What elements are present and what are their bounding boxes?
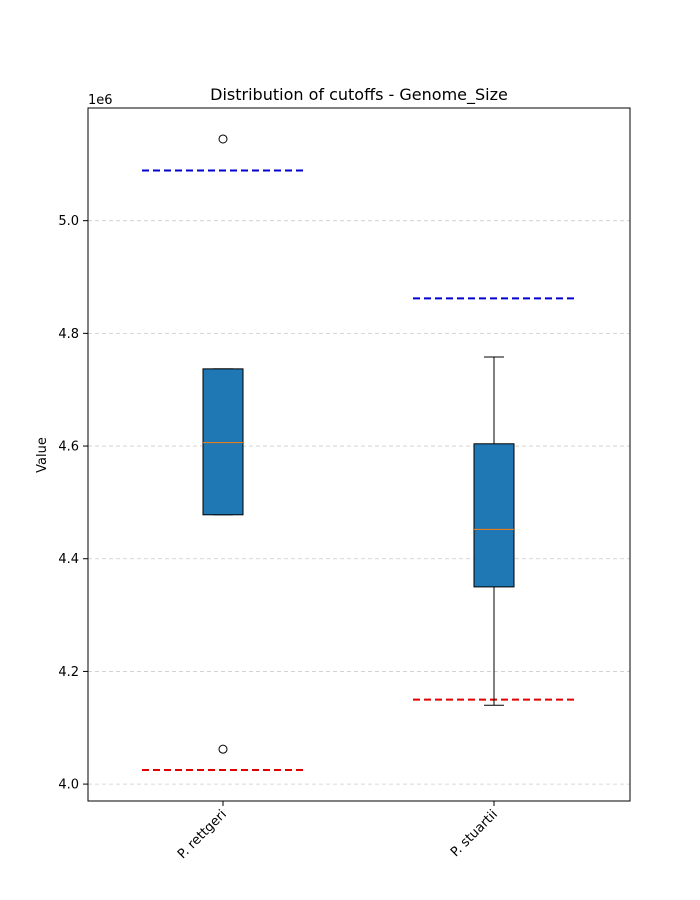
outlier-point	[218, 134, 228, 144]
y-axis-label: Value	[35, 437, 50, 473]
y-tick-label: 4.6	[58, 440, 79, 455]
x-tick-label: P. stuartii	[448, 807, 501, 860]
plot-frame	[87, 107, 631, 802]
box-group	[473, 356, 515, 706]
y-tick-label: 4.8	[58, 327, 79, 342]
boxes	[202, 134, 515, 754]
y-tick-label: 5.0	[58, 214, 79, 229]
y-offset-text: 1e6	[88, 93, 113, 108]
y-tick-label: 4.4	[58, 552, 79, 567]
grid-lines	[88, 220, 630, 785]
box-iqr	[473, 443, 515, 588]
outlier-point	[218, 744, 228, 754]
y-tick-label: 4.0	[58, 778, 79, 793]
box-iqr	[202, 368, 244, 516]
axis-ticks: 4.0 4.2 4.4 4.6 4.8 5.0 P. rettgeri P. stuartii	[58, 214, 501, 862]
box-group	[202, 134, 244, 754]
chart-title: Distribution of cutoffs - Genome_Size	[210, 85, 508, 105]
y-tick-label: 4.2	[58, 665, 79, 680]
x-tick-label: P. rettgeri	[175, 807, 230, 862]
